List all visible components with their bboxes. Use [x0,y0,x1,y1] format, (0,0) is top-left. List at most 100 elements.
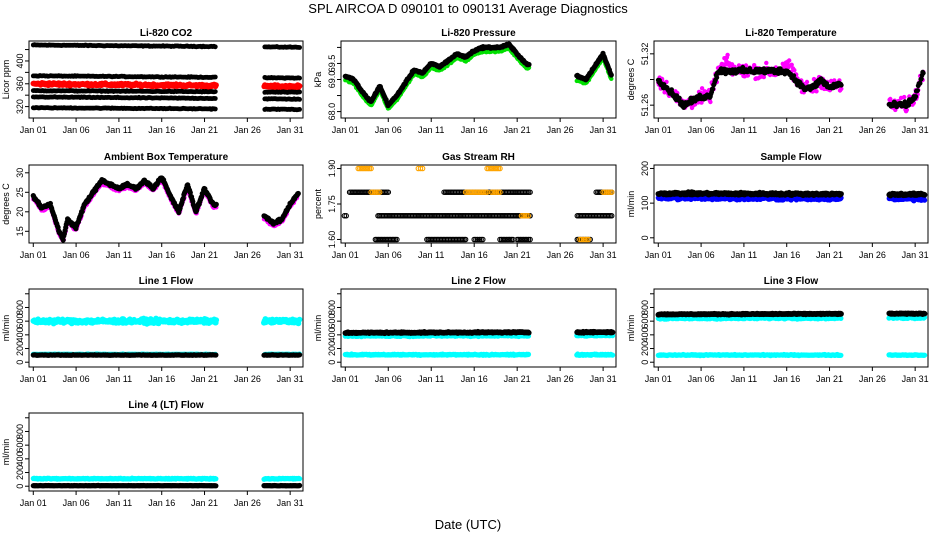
data-point [787,58,792,63]
x-tick-label: Jan 06 [63,250,90,260]
x-tick-label: Jan 31 [277,250,304,260]
y-tick-label: 30 [15,168,25,178]
data-point [212,106,218,112]
y-tick-label: 200 [640,161,650,176]
x-tick-label: Jan 06 [688,125,715,135]
data-point [839,86,844,92]
y-tick-label: 69.0 [327,71,337,89]
x-tick-label: Jan 01 [645,125,672,135]
panel-title: Li-820 Temperature [745,28,837,39]
data-point [789,62,794,67]
x-tick-label: Jan 21 [816,125,843,135]
x-tick-label: Jan 06 [375,250,402,260]
y-axis-label: degrees C [626,58,636,100]
data-point [608,72,614,78]
x-tick-label: Jan 06 [375,125,402,135]
data-point [297,97,302,102]
y-tick-label: 69.5 [327,55,337,73]
data-points [30,175,301,243]
data-point [745,73,751,78]
y-tick-label: 15 [15,226,25,236]
data-points [341,165,615,243]
x-tick-label: Jan 11 [418,125,444,135]
x-tick-label: Jan 01 [332,125,359,135]
data-point [526,61,532,68]
x-tick-label: Jan 16 [773,250,800,260]
x-tick-label: Jan 11 [731,125,757,135]
data-point [736,63,742,68]
data-point [902,94,907,100]
data-point [708,99,713,105]
x-tick-label: Jan 06 [688,250,715,260]
x-tick-label: Jan 16 [773,125,800,135]
data-point [295,190,301,197]
data-point [676,95,682,101]
x-tick-label: Jan 11 [106,250,132,260]
data-point [811,76,817,82]
data-point [832,78,837,83]
data-point [913,94,919,99]
x-tick-label: Jan 16 [461,125,488,135]
x-tick-label: Jan 26 [859,125,886,135]
y-axis-label: percent [313,188,323,219]
x-tick-label: Jan 21 [504,125,531,135]
data-point [752,62,757,68]
x-tick-label: Jan 01 [20,125,47,135]
x-tick-label: Jan 06 [63,125,90,135]
x-tick-label: Jan 31 [277,125,304,135]
data-points [655,52,926,114]
x-tick-label: Jan 11 [731,250,757,260]
y-tick-label: 360 [15,76,25,91]
data-point [297,75,302,81]
plot-frame [28,164,304,244]
data-point [297,107,302,112]
data-point [212,96,218,101]
data-point [791,73,797,78]
data-point [212,44,218,50]
data-point [296,316,303,323]
y-axis-label: degrees C [1,183,11,225]
data-point [699,86,705,91]
y-axis-label: ml/min [626,191,636,218]
y-tick-label: 100 [640,196,650,211]
x-tick-label: Jan 26 [547,125,574,135]
x-tick-label: Jan 26 [859,250,886,260]
data-point [212,74,218,80]
panel-title: Sample Flow [760,152,821,163]
data-point [213,201,219,207]
y-tick-label: 51.26 [640,94,650,117]
page-title: SPL AIRCOA D 090101 to 090131 Average Di… [308,1,628,16]
plot-frame [340,164,617,244]
data-point [917,80,923,86]
y-axis-label: Licor ppm [1,60,11,100]
x-tick-label: Jan 26 [234,125,261,135]
y-tick-label: 1.60 [327,231,337,249]
data-points [655,189,928,204]
data-point [714,75,720,80]
x-tick-label: Jan 31 [902,250,929,260]
data-point [764,60,769,66]
x-tick-label: Jan 31 [902,125,929,135]
data-point [212,89,218,94]
y-tick-label: 0 [640,235,650,240]
panel-title: Ambient Box Temperature [104,152,229,163]
y-tick-label: 1.90 [327,160,337,178]
y-axis-label: kPa [313,72,323,88]
data-points [30,42,303,113]
data-point [792,68,797,73]
panel-title: Gas Stream RH [442,152,515,163]
x-tick-label: Jan 26 [234,250,261,260]
data-point [804,79,810,85]
data-points [30,315,303,358]
data-point [296,83,303,89]
data-points [342,41,614,111]
y-tick-label: 20 [15,207,25,217]
data-point [838,191,844,197]
data-point [297,89,302,95]
